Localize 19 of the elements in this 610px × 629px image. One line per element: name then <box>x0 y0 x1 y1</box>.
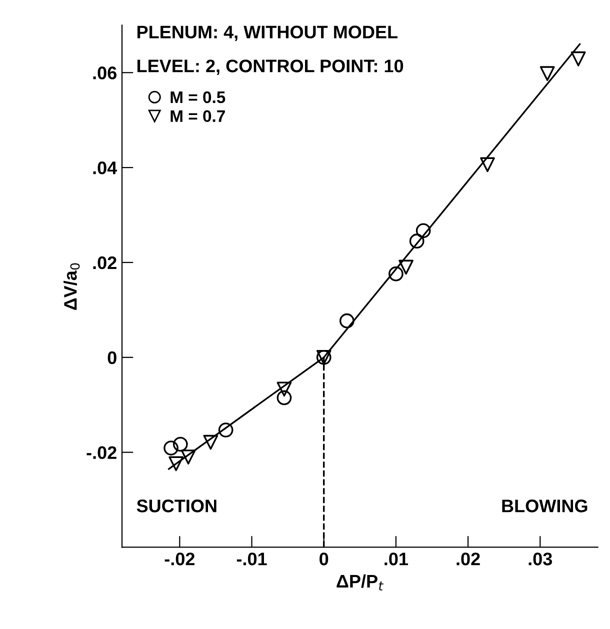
y-tick-label: 0 <box>108 351 116 364</box>
y-tick-label: .04 <box>93 161 118 174</box>
x-tick-label: .01 <box>384 552 408 566</box>
x-tick-label: .02 <box>456 552 480 566</box>
annotation: PLENUM: 4, WITHOUT MODEL <box>137 26 398 42</box>
x-tick-label: -.01 <box>236 552 267 566</box>
x-axis-title: ΔP/P$_{t}$ <box>336 574 384 590</box>
x-tick-label: -.02 <box>164 552 195 566</box>
y-tick-label: .02 <box>93 256 116 270</box>
x-tick-label: 0 <box>320 552 328 566</box>
annotation: SUCTION <box>136 500 216 512</box>
y-axis-title: ΔV/a$_{0}$ <box>64 263 80 310</box>
legend-label: M = 0.5 <box>170 91 226 104</box>
annotation: LEVEL: 2, CONTROL POINT: 10 <box>137 60 404 75</box>
y-tick-label: -.02 <box>86 446 116 460</box>
annotation: BLOWING <box>502 500 588 512</box>
legend-label: M = 0.7 <box>170 110 225 122</box>
x-tick-label: .03 <box>528 552 552 566</box>
y-tick-label: .06 <box>93 66 116 80</box>
